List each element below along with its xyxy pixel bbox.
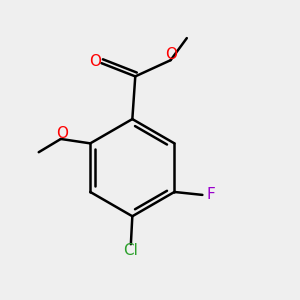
Text: F: F — [206, 187, 215, 202]
Text: O: O — [56, 126, 68, 141]
Text: Cl: Cl — [123, 243, 138, 258]
Text: O: O — [89, 54, 101, 69]
Text: O: O — [166, 47, 178, 62]
